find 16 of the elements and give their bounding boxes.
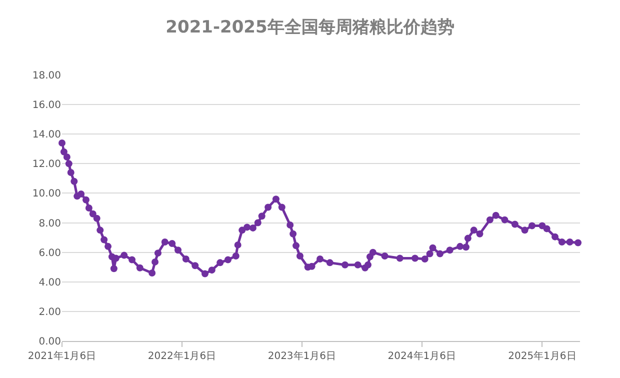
y-tick-label: 18.00 [32,70,61,82]
y-tick-label: 6.00 [38,248,61,259]
x-tick-label: 2021年1月6日 [28,350,96,362]
y-tick-label: 16.00 [32,100,61,112]
x-tick-label: 2022年1月6日 [148,350,216,362]
y-tick-label: 10.00 [32,188,61,200]
x-tick-label: 2023年1月6日 [268,350,336,362]
y-tick-label: 0.00 [38,336,61,348]
y-tick-label: 12.00 [32,159,61,170]
y-tick-label: 2.00 [38,306,61,318]
chart-title: 2021-2025年全国每周猪粮比价趋势 [166,17,454,38]
x-tick-label: 2024年1月6日 [388,350,456,362]
y-tick-label: 4.00 [38,277,61,288]
y-tick-label: 14.00 [32,130,61,141]
x-tick-label: 2025年1月6日 [508,350,576,362]
y-tick-label: 8.00 [38,218,61,230]
